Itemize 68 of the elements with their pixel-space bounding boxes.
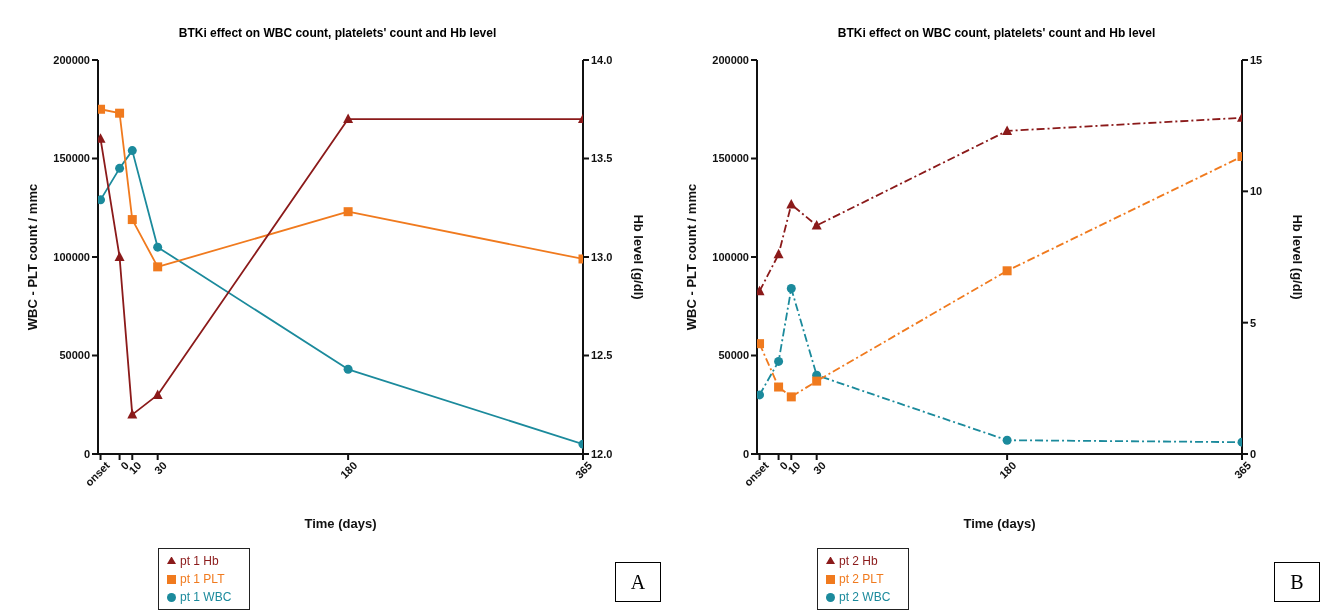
point: [757, 390, 765, 400]
y2-tick-label: 13.5: [591, 152, 613, 165]
y2-axis-title: Hb level (g/dl): [631, 214, 647, 300]
point: [127, 409, 138, 419]
point: [343, 364, 353, 374]
y-tick-label: 150000: [53, 152, 90, 165]
point: [152, 389, 163, 399]
point: [1002, 435, 1012, 445]
point: [153, 242, 163, 252]
y2-tick-label: 13.0: [591, 250, 613, 263]
x-axis-title: Time (days): [304, 516, 377, 531]
chart-title: BTKi effect on WBC count, platelets' count and Hb level: [836, 26, 1157, 42]
y2-tick-label: 12.0: [591, 447, 613, 460]
legend-label: pt 2 PLT: [839, 572, 884, 586]
y-tick-label: 50000: [718, 349, 749, 362]
y-tick-label: 100000: [712, 250, 749, 263]
y2-axis-title: Hb level (g/dl): [1290, 214, 1306, 300]
point: [98, 104, 106, 114]
y2-tick-label: 10: [1250, 185, 1263, 198]
point: [757, 339, 765, 349]
point: [115, 163, 125, 173]
y2-tick-label: 15: [1250, 53, 1263, 66]
y-tick-label: 150000: [712, 152, 749, 165]
y-tick-label: 200000: [53, 53, 90, 66]
legend-label: pt 1 PLT: [180, 572, 225, 586]
point: [153, 262, 163, 272]
legend-label: pt 1 Hb: [180, 554, 219, 568]
legend-label: pt 1 WBC: [180, 590, 232, 604]
point: [127, 215, 137, 225]
legend-label: pt 2 Hb: [839, 554, 878, 568]
y-tick-label: 50000: [59, 349, 90, 362]
point: [1002, 125, 1013, 135]
point: [343, 113, 354, 124]
point: [114, 251, 125, 261]
x-tick-label: 180: [996, 459, 1019, 481]
point: [812, 376, 822, 386]
x-tick-label: 365: [572, 459, 595, 481]
point: [1002, 266, 1012, 276]
legend-label: pt 2 WBC: [839, 590, 891, 604]
chart-title: BTKi effect on WBC count, platelets' count and Hb level: [177, 26, 498, 42]
y-tick-label: 100000: [53, 250, 90, 263]
y2-tick-label: 14.0: [591, 53, 613, 66]
y-tick-label: 0: [742, 447, 749, 460]
x-axis-title: Time (days): [963, 516, 1036, 531]
point: [773, 248, 784, 259]
y2-tick-label: 12.5: [591, 349, 613, 362]
y-tick-label: 200000: [712, 53, 749, 66]
text: A: [615, 562, 661, 602]
point: [343, 207, 353, 217]
point: [774, 356, 784, 366]
x-tick-label: 365: [1231, 459, 1254, 481]
y-axis-title: WBC - PLT count / mmc: [683, 183, 699, 331]
x-tick-label: 30: [151, 459, 169, 477]
point: [127, 146, 137, 156]
point: [811, 219, 822, 230]
y-axis-title: WBC - PLT count / mmc: [24, 183, 40, 331]
point: [786, 198, 797, 209]
point: [786, 392, 796, 402]
point: [98, 195, 106, 205]
y2-tick-label: 5: [1250, 316, 1257, 329]
x-tick-label: 180: [337, 459, 360, 481]
text: B: [1274, 562, 1320, 602]
x-tick-label: 30: [810, 459, 828, 477]
point: [774, 382, 784, 392]
point: [115, 108, 125, 118]
y2-tick-label: 0: [1250, 447, 1257, 460]
y-tick-label: 0: [83, 447, 90, 460]
point: [786, 284, 796, 294]
